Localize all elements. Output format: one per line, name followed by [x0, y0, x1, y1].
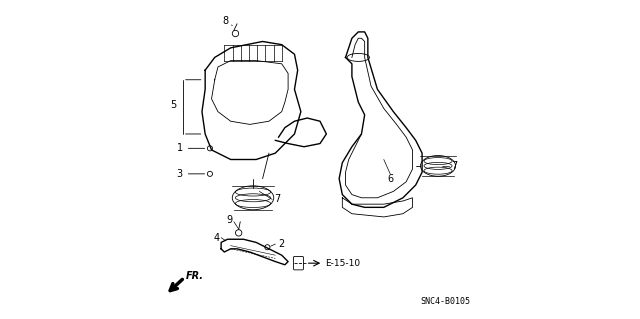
Text: 8: 8 [223, 16, 232, 26]
Text: 3: 3 [177, 169, 205, 179]
Text: SNC4-B0105: SNC4-B0105 [420, 297, 470, 306]
Text: 7: 7 [451, 161, 457, 171]
Text: FR.: FR. [186, 271, 204, 281]
Text: 5: 5 [170, 100, 177, 110]
Text: 7: 7 [274, 194, 280, 204]
Text: 4: 4 [213, 233, 220, 243]
Text: 9: 9 [226, 215, 232, 225]
Text: 2: 2 [278, 239, 285, 249]
Text: 6: 6 [387, 174, 393, 184]
Text: 1: 1 [177, 143, 205, 153]
Text: E-15-10: E-15-10 [324, 259, 360, 268]
